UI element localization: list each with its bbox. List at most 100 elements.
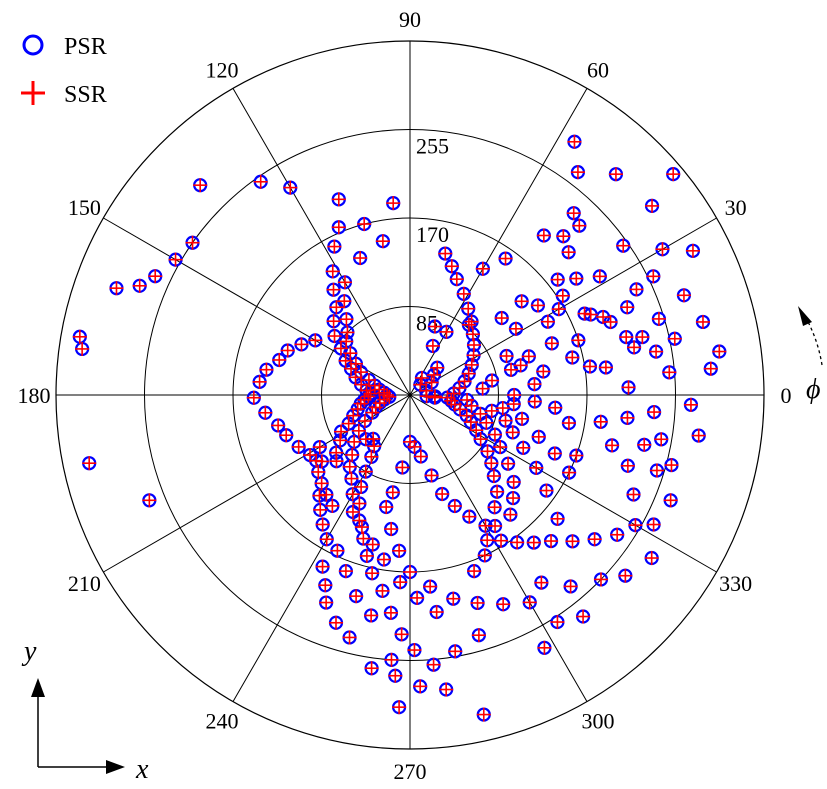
ssr-point	[469, 423, 484, 438]
ssr-point	[637, 437, 652, 452]
ssr-point	[315, 559, 330, 574]
ssr-point	[466, 338, 481, 353]
ssr-point	[582, 359, 597, 374]
ssr-point	[569, 271, 584, 286]
ssr-point	[646, 517, 661, 532]
ssr-point	[315, 517, 330, 532]
ssr-point	[536, 228, 551, 243]
ssr-point	[109, 281, 124, 296]
phi-arrowhead-icon	[798, 306, 812, 326]
ssr-point	[326, 282, 341, 297]
ssr-point	[476, 707, 491, 722]
ssr-point	[603, 314, 618, 329]
ssr-point	[344, 471, 359, 486]
ssr-point	[345, 504, 360, 519]
ssr-point	[329, 300, 344, 315]
ssr-point	[548, 400, 563, 415]
ssr-point	[477, 548, 492, 563]
ssr-point	[354, 377, 369, 392]
ssr-point	[544, 534, 559, 549]
ssr-point	[571, 333, 586, 348]
x-axis-label: x	[135, 754, 149, 785]
ssr-point	[471, 628, 486, 643]
ssr-point	[565, 350, 580, 365]
ssr-point	[550, 511, 565, 526]
angle-tick-label-30: 30	[725, 195, 747, 220]
ssr-point	[587, 532, 602, 547]
ssr-point	[345, 447, 360, 462]
ssr-point	[572, 218, 587, 233]
ssr-point	[490, 484, 505, 499]
ssr-point	[514, 294, 529, 309]
ssr-point	[504, 362, 519, 377]
ssr-point	[596, 309, 611, 324]
ssr-point	[570, 165, 585, 180]
ssr-point	[703, 361, 718, 376]
ssr-point	[506, 491, 521, 506]
ssr-point	[456, 286, 471, 301]
ssr-point	[272, 352, 287, 367]
ssr-point	[473, 406, 488, 421]
ssr-point	[563, 579, 578, 594]
ssr-point	[662, 365, 677, 380]
ssr-point	[325, 498, 340, 513]
ssr-point	[695, 314, 710, 329]
polar-grid	[55, 40, 765, 750]
ssr-point	[333, 341, 348, 356]
ssr-point	[530, 298, 545, 313]
ssr-point	[487, 500, 502, 515]
ssr-point	[540, 314, 555, 329]
ssr-point	[142, 493, 157, 508]
ssr-point	[410, 590, 425, 605]
ssr-point	[271, 418, 286, 433]
ssr-point	[465, 327, 480, 342]
ssr-point	[384, 652, 399, 667]
ssr-point	[325, 264, 340, 279]
ssr-point	[365, 566, 380, 581]
ssr-point	[345, 487, 360, 502]
angle-tick-label-180: 180	[18, 383, 51, 408]
spoke-330	[409, 394, 717, 573]
ssr-point	[515, 411, 530, 426]
ssr-point	[646, 269, 661, 284]
ssr-point	[364, 661, 379, 676]
ssr-point	[352, 496, 367, 511]
ssr-point	[522, 595, 537, 610]
ssr-point	[392, 543, 407, 558]
ssr-point	[526, 535, 541, 550]
ssr-point	[616, 238, 631, 253]
ssr-point	[252, 374, 267, 389]
ssr-point	[438, 246, 453, 261]
ssr-point	[496, 597, 511, 612]
ssr-point	[551, 302, 566, 317]
ssr-point	[619, 330, 634, 345]
ssr-point	[475, 261, 490, 276]
spoke-120	[232, 88, 411, 396]
ssr-point	[413, 449, 428, 464]
ssr-point	[361, 373, 376, 388]
ssr-series	[72, 134, 727, 722]
spoke-300	[409, 394, 588, 702]
ssr-point	[185, 235, 200, 250]
ssr-point	[403, 434, 417, 449]
ssr-point	[338, 353, 353, 368]
ssr-point	[407, 643, 422, 658]
spoke-150	[103, 217, 411, 396]
angle-tick-label-150: 150	[68, 195, 101, 220]
legend-psr-marker	[22, 34, 44, 56]
phi-label: ϕ	[806, 374, 821, 405]
ssr-point	[645, 198, 660, 213]
ssr-point	[326, 314, 341, 329]
ssr-point	[448, 644, 463, 659]
ssr-point	[361, 389, 376, 404]
ssr-point	[424, 468, 439, 483]
ssr-point	[629, 282, 644, 297]
radial-tick-label-255: 255	[416, 134, 449, 159]
ssr-point	[82, 456, 97, 471]
ssr-point	[318, 578, 333, 593]
ssr-point	[663, 493, 678, 508]
phi-arrow-icon	[805, 317, 823, 366]
radial-tick-label-170: 170	[416, 222, 449, 247]
ssr-point	[531, 429, 546, 444]
ssr-point	[470, 595, 485, 610]
